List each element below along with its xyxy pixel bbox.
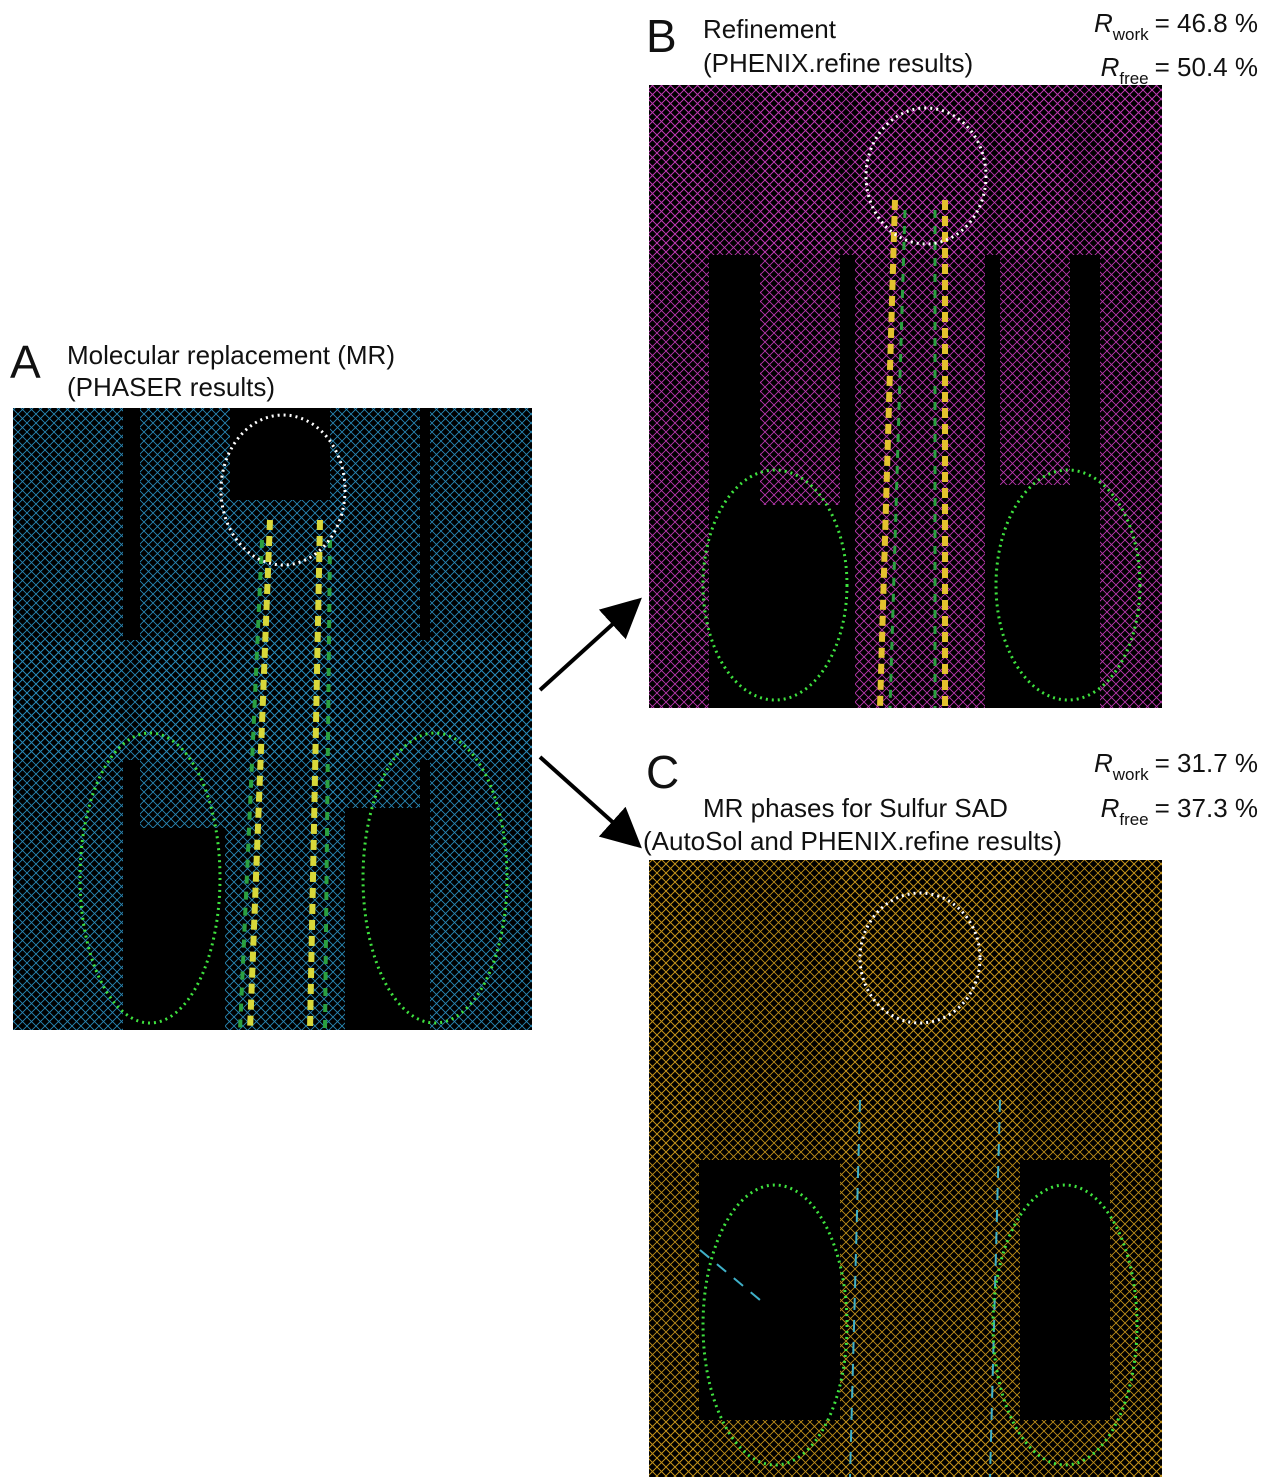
r-value: = 46.8 % [1155,8,1258,38]
density-map-a [13,408,532,1030]
r-symbol: R [1094,8,1113,38]
page: {"panels": [ {"letter": "A", "title": ["… [0,0,1275,1482]
r-value: = 50.4 % [1155,52,1258,82]
r-subscript: work [1112,765,1149,784]
panel-title: MR phases for Sulfur SAD [703,793,1008,823]
density-map-b [649,85,1162,708]
r-symbol: R [1101,52,1120,82]
r-free: Rfree= 50.4 % [1101,52,1258,88]
r-work: Rwork = 46.8 % [1094,8,1258,44]
body: A Molecular replacement (MR) (PHASER res… [0,0,1275,1482]
panel-title: (AutoSol and PHENIX.refine results) [643,826,1062,856]
figure: A Molecular replacement (MR) (PHASER res… [0,0,1275,1477]
panel-title: Molecular replacement (MR) [67,340,395,370]
arrow [540,603,636,690]
density-map-c [649,860,1162,1477]
r-symbol: R [1094,748,1113,778]
panel-letter: B [646,10,677,62]
r-value: = 37.3 % [1155,793,1258,823]
panel-letter: C [646,746,679,798]
panel-title: Refinement [703,14,837,44]
r-symbol: R [1101,793,1120,823]
panel-title: (PHASER results) [67,372,275,402]
r-work: Rwork = 31.7 % [1094,748,1258,784]
r-value: = 31.7 % [1155,748,1258,778]
arrow [540,757,636,843]
r-free: Rfree = 37.3 % [1101,793,1258,829]
r-subscript: free [1119,810,1148,829]
panel-title: (PHENIX.refine results) [703,48,973,78]
r-subscript: work [1112,25,1149,44]
panel-letter: A [10,336,41,388]
